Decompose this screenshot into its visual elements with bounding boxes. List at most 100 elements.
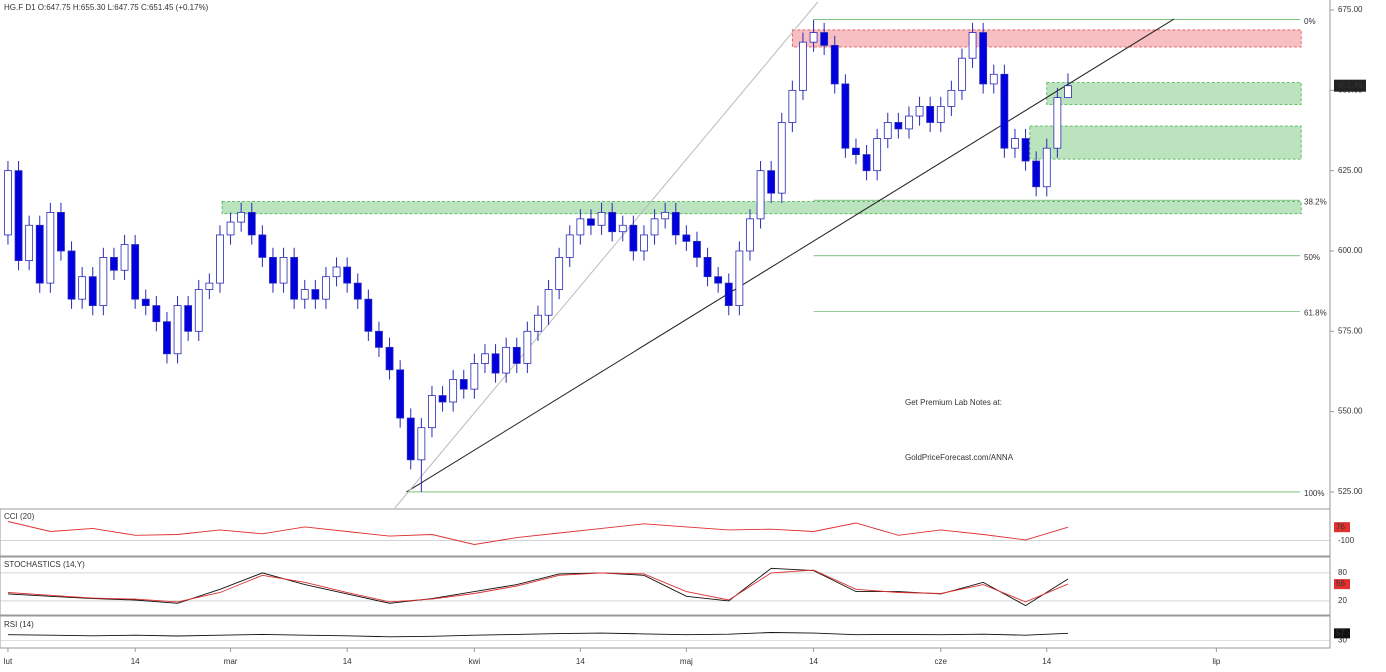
candle-body [78, 276, 87, 300]
candle-body [502, 346, 511, 374]
candle-body [852, 147, 860, 156]
annotation: Get Premium Lab Notes at: [905, 398, 1002, 407]
candle-body [799, 41, 807, 91]
x-tick-label: 14 [343, 657, 352, 666]
x-tick-label: 14 [1042, 657, 1051, 666]
candle-body [247, 212, 256, 236]
candle-body [947, 89, 956, 107]
panel-title: RSI (14) [4, 620, 34, 629]
y-tick-label: 80 [1338, 568, 1347, 577]
candle-body [481, 353, 489, 364]
candle-body [141, 298, 150, 306]
candle-body [523, 330, 532, 364]
last-value-box [1334, 579, 1350, 590]
candle-body [682, 234, 691, 242]
candle-body [258, 234, 267, 258]
candle-body [322, 276, 330, 300]
candle-body [1064, 85, 1072, 98]
candle-body [46, 212, 55, 284]
candle-body [173, 305, 182, 355]
zone [791, 29, 1302, 48]
last-price-box [1334, 79, 1366, 92]
candle-body [608, 212, 617, 233]
chart-title: HG.F D1 O:647.75 H:655.30 L:647.75 C:651… [4, 3, 209, 12]
candle-body [883, 122, 892, 139]
candle-body [735, 250, 744, 307]
x-tick-label: kwi [469, 657, 481, 666]
candle-body [661, 212, 670, 220]
last-value-label: 57 [1336, 628, 1345, 637]
candle-body [88, 276, 97, 306]
candle-body [226, 221, 235, 236]
candle-body [915, 106, 924, 117]
y-tick-label: 575.00 [1338, 326, 1363, 335]
candle-body [269, 257, 277, 284]
x-tick-label: 14 [131, 657, 140, 666]
candle-body [57, 212, 65, 252]
candle-body [979, 32, 988, 85]
zone [1046, 82, 1302, 105]
candle-body [417, 427, 426, 461]
candle-body [216, 234, 224, 284]
candle-body [756, 170, 765, 220]
y-tick-label: 20 [1338, 596, 1347, 605]
candle-body [905, 115, 913, 130]
candle-body [820, 32, 829, 46]
trendline [406, 18, 1175, 493]
last-value-label: 56 [1336, 579, 1345, 588]
y-tick-label: -100 [1338, 536, 1355, 545]
candle-body [534, 314, 542, 332]
candle-body [279, 257, 288, 284]
indicator-line [7, 521, 1069, 545]
candle-body [364, 298, 373, 332]
last-value-box [1334, 522, 1350, 533]
candle-body [777, 122, 786, 194]
candle-body [1032, 160, 1041, 188]
candle-body [4, 170, 12, 236]
fib-label: 38.2% [1304, 197, 1327, 206]
cci-panel [0, 508, 1331, 557]
y-tick-label: 625.00 [1338, 166, 1363, 175]
candle-body [194, 289, 203, 332]
candle-body [958, 57, 966, 91]
candle-body [788, 89, 797, 123]
fib-label: 50% [1304, 253, 1320, 262]
candle-body [152, 305, 161, 323]
candle-body [968, 32, 977, 59]
candle-body [830, 44, 839, 85]
candle-body [120, 244, 129, 271]
candle-body [1000, 73, 1009, 149]
panel-title: CCI (20) [4, 512, 35, 521]
candle-body [544, 289, 553, 316]
candle-body [67, 250, 76, 300]
x-tick-label: 14 [576, 657, 585, 666]
candle-body [184, 305, 193, 332]
candle-body [205, 282, 214, 290]
x-tick-label: maj [680, 657, 693, 666]
zone [1029, 125, 1302, 160]
candle-body [163, 321, 171, 355]
candle-body [300, 289, 309, 300]
candle-body [25, 224, 34, 262]
candle-body [597, 212, 606, 226]
candle-body [587, 218, 595, 226]
candle-body [428, 395, 436, 429]
fib-label: 0% [1304, 17, 1316, 26]
candle-body [353, 282, 362, 300]
candle-body [555, 257, 564, 290]
last-value-label: 76 [1336, 522, 1345, 531]
candle-body [512, 346, 521, 364]
candle-body [640, 234, 648, 252]
candle-body [650, 218, 659, 236]
candle-body [311, 289, 320, 300]
candle-body [470, 363, 479, 390]
candle-body [841, 83, 850, 149]
candle-body [767, 170, 776, 194]
candle-body [459, 379, 468, 390]
candle-body [873, 138, 882, 172]
x-tick-label: lip [1212, 657, 1221, 666]
x-tick-label: 14 [809, 657, 818, 666]
candle-body [35, 224, 44, 284]
